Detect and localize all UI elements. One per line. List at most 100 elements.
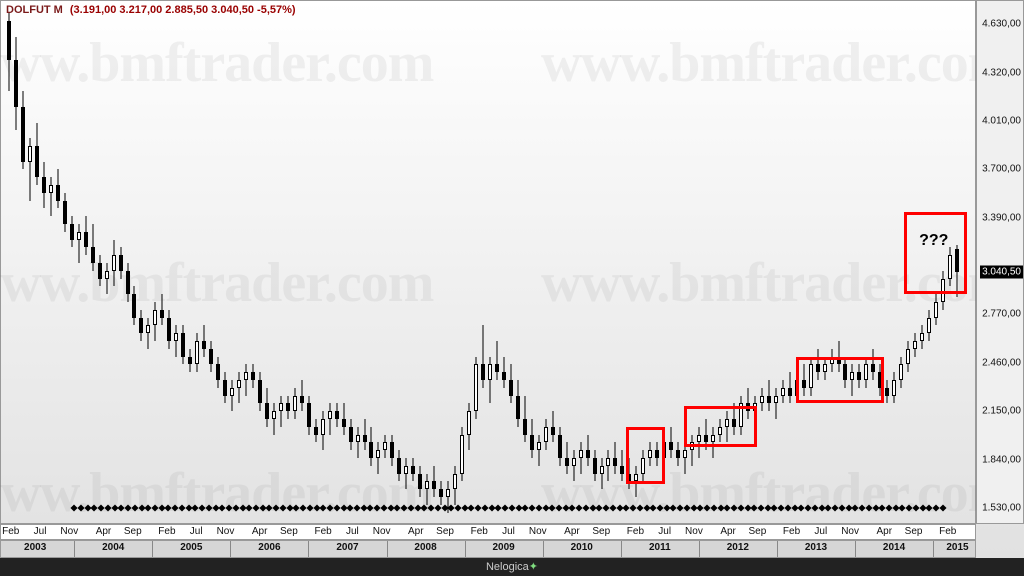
candle xyxy=(28,138,32,200)
x-year-label: 2006 xyxy=(258,542,280,553)
year-separator xyxy=(230,541,231,557)
candle xyxy=(202,325,206,356)
x-month-label: Apr xyxy=(876,526,892,537)
candle xyxy=(14,37,18,131)
watermark-text: www.bmftrader.com xyxy=(541,31,1013,95)
candle xyxy=(35,123,39,185)
candle xyxy=(7,13,11,91)
candle xyxy=(453,466,457,505)
x-month-label: Sep xyxy=(748,526,766,537)
y-tick-label: 4.010,00 xyxy=(982,116,1021,127)
x-month-label: Apr xyxy=(252,526,268,537)
candle xyxy=(167,310,171,349)
candle xyxy=(411,458,415,481)
x-year-label: 2004 xyxy=(102,542,124,553)
candle xyxy=(460,427,464,482)
candle xyxy=(174,325,178,356)
x-year-label: 2011 xyxy=(649,542,671,553)
candle xyxy=(537,435,541,466)
candle xyxy=(551,411,555,442)
candle xyxy=(77,224,81,263)
x-month-label: Feb xyxy=(783,526,800,537)
y-tick-label: 1.840,00 xyxy=(982,454,1021,465)
y-axis: 4.630,004.320,004.010,003.700,003.390,00… xyxy=(976,0,1024,524)
footer-bar: Nelogica✦ xyxy=(0,558,1024,576)
x-year-label: 2014 xyxy=(883,542,905,553)
candle xyxy=(321,411,325,450)
candle xyxy=(286,396,290,419)
y-tick-label: 2.770,00 xyxy=(982,309,1021,320)
candle xyxy=(606,450,610,481)
candle xyxy=(376,442,380,473)
x-month-label: Apr xyxy=(96,526,112,537)
candle xyxy=(258,372,262,411)
candle xyxy=(620,450,624,481)
x-month-label: Feb xyxy=(2,526,19,537)
x-month-label: Sep xyxy=(280,526,298,537)
candle xyxy=(307,396,311,435)
candle xyxy=(244,364,248,395)
candle xyxy=(363,419,367,450)
x-axis-months: FebJulNovAprSepFebJulNovAprSepFebJulNovA… xyxy=(0,524,976,540)
ohlc-label: (3.191,00 3.217,00 2.885,50 3.040,50 -5,… xyxy=(70,4,296,16)
year-separator xyxy=(777,541,778,557)
candle xyxy=(56,169,60,208)
x-month-label: Sep xyxy=(124,526,142,537)
candle xyxy=(885,380,889,403)
candle xyxy=(788,372,792,403)
candle xyxy=(105,263,109,294)
x-month-label: Feb xyxy=(158,526,175,537)
x-month-label: Nov xyxy=(217,526,235,537)
year-separator xyxy=(543,541,544,557)
candle xyxy=(565,442,569,473)
x-year-label: 2009 xyxy=(493,542,515,553)
candle xyxy=(600,458,604,489)
x-month-label: Jul xyxy=(346,526,359,537)
candle xyxy=(356,427,360,458)
candle xyxy=(760,388,764,411)
candle xyxy=(774,388,778,419)
candle xyxy=(146,318,150,349)
x-month-label: Sep xyxy=(905,526,923,537)
x-month-label: Feb xyxy=(471,526,488,537)
x-month-label: Apr xyxy=(720,526,736,537)
candle xyxy=(397,450,401,481)
symbol-label: DOLFUT M xyxy=(6,4,63,16)
watermark-text: www.bmftrader.com xyxy=(0,251,433,315)
candle xyxy=(237,372,241,403)
candle xyxy=(383,435,387,458)
candle xyxy=(439,481,443,504)
watermark-text: www.bmftrader.com xyxy=(0,461,433,525)
candle xyxy=(613,442,617,473)
year-separator xyxy=(621,541,622,557)
candle xyxy=(132,286,136,325)
year-separator xyxy=(387,541,388,557)
candle xyxy=(328,403,332,434)
question-marks-label: ??? xyxy=(919,232,948,250)
candle xyxy=(913,333,917,356)
x-month-label: Feb xyxy=(627,526,644,537)
candle xyxy=(906,341,910,372)
x-year-label: 2015 xyxy=(946,542,968,553)
candle xyxy=(223,372,227,403)
x-year-label: 2007 xyxy=(336,542,358,553)
candle xyxy=(390,435,394,466)
y-tick-label: 4.630,00 xyxy=(982,19,1021,30)
candle xyxy=(335,403,339,426)
marker-diamond xyxy=(434,504,441,511)
candle xyxy=(91,224,95,271)
plot-area[interactable]: www.bmftrader.comwww.bmftrader.comwww.bm… xyxy=(0,0,976,524)
x-month-label: Apr xyxy=(408,526,424,537)
candle xyxy=(272,403,276,434)
candle xyxy=(112,240,116,287)
candle xyxy=(530,419,534,458)
year-separator xyxy=(933,541,934,557)
candle xyxy=(230,380,234,411)
x-year-label: 2003 xyxy=(24,542,46,553)
candle xyxy=(342,403,346,434)
y-tick-label: 2.150,00 xyxy=(982,406,1021,417)
y-tick-label: 3.390,00 xyxy=(982,212,1021,223)
x-month-label: Nov xyxy=(60,526,78,537)
candle xyxy=(119,247,123,278)
x-month-label: Feb xyxy=(314,526,331,537)
